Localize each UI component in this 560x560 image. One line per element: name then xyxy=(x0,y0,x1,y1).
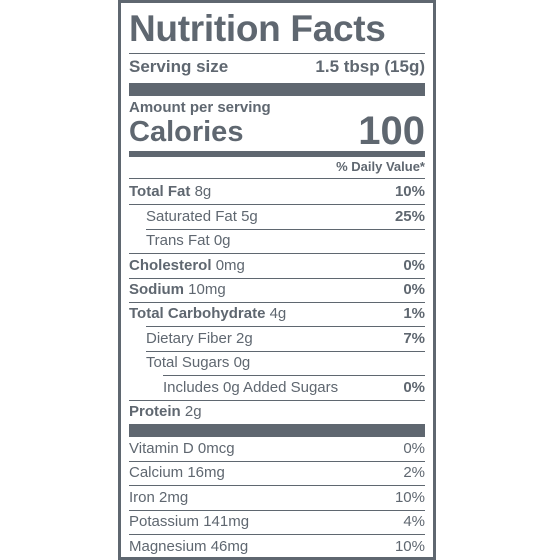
divider xyxy=(129,400,425,401)
divider xyxy=(146,229,425,230)
nutrient-amount: 0mg xyxy=(215,257,245,274)
nutrition-facts-label: Nutrition Facts Serving size 1.5 tbsp (1… xyxy=(118,0,436,560)
nutrient-name: Total Fat xyxy=(129,183,191,200)
nutrient-amount: 0g xyxy=(233,354,251,371)
nutrient-name: Includes 0g Added Sugars xyxy=(163,379,339,396)
nutrient-dv: 0% xyxy=(403,281,425,298)
daily-value-header: % Daily Value* xyxy=(336,159,425,174)
vitamin-dv: 10% xyxy=(394,489,425,506)
serving-size-label: Serving size xyxy=(129,57,229,76)
serving-size-value: 1.5 tbsp (15g) xyxy=(315,57,425,76)
nutrient-name: Cholesterol xyxy=(129,257,212,274)
vitamin-dv: 0% xyxy=(403,440,425,457)
nutrient-name: Dietary Fiber xyxy=(146,330,232,347)
vitamin-dv: 2% xyxy=(403,464,425,481)
divider xyxy=(146,326,425,327)
thick-divider xyxy=(129,83,425,96)
divider xyxy=(129,461,425,462)
divider xyxy=(129,302,425,303)
nutrient-amount: 2g xyxy=(236,330,253,347)
nutrient-name: Protein xyxy=(129,403,181,420)
calories-value: 100 xyxy=(358,109,425,153)
vitamin-name: Vitamin D 0mcg xyxy=(129,440,235,457)
medium-divider xyxy=(129,151,425,157)
amount-per-serving: Amount per serving xyxy=(129,99,271,116)
thick-divider xyxy=(129,424,425,437)
nutrient-amount: 10mg xyxy=(188,281,226,298)
nutrient-amount: 4g xyxy=(269,305,287,322)
vitamin-name: Iron 2mg xyxy=(129,489,189,506)
label-title: Nutrition Facts xyxy=(129,8,386,49)
vitamin-name: Magnesium 46mg xyxy=(129,538,249,555)
nutrient-dv: 0% xyxy=(403,379,425,396)
nutrient-dv: 10% xyxy=(394,183,425,200)
divider xyxy=(129,178,425,179)
nutrient-name: Trans Fat xyxy=(146,232,210,249)
vitamin-name: Potassium 141mg xyxy=(129,513,250,530)
divider xyxy=(129,253,425,254)
nutrient-name: Total Carbohydrate xyxy=(129,305,266,322)
nutrient-dv: 25% xyxy=(394,208,425,225)
vitamin-dv: 4% xyxy=(403,513,425,530)
nutrient-amount: 8g xyxy=(194,183,212,200)
divider xyxy=(129,510,425,511)
nutrient-dv: 7% xyxy=(403,330,425,347)
calories-label: Calories xyxy=(129,116,244,148)
divider xyxy=(163,375,425,376)
vitamin-name: Calcium 16mg xyxy=(129,464,225,481)
divider xyxy=(146,351,425,352)
divider xyxy=(129,204,425,205)
nutrient-dv: 0% xyxy=(403,257,425,274)
vitamin-dv: 10% xyxy=(394,538,425,555)
nutrient-dv: 1% xyxy=(403,305,425,322)
label-inner: Nutrition Facts Serving size 1.5 tbsp (1… xyxy=(129,3,425,557)
nutrient-amount: 5g xyxy=(241,208,258,225)
nutrient-amount: 0g xyxy=(213,232,231,249)
nutrient-name: Sodium xyxy=(129,281,184,298)
nutrient-name: Total Sugars xyxy=(146,354,230,371)
divider xyxy=(129,485,425,486)
divider xyxy=(129,278,425,279)
nutrient-amount: 2g xyxy=(184,403,202,420)
nutrient-name: Saturated Fat xyxy=(146,208,237,225)
divider xyxy=(129,534,425,535)
divider xyxy=(129,53,425,54)
